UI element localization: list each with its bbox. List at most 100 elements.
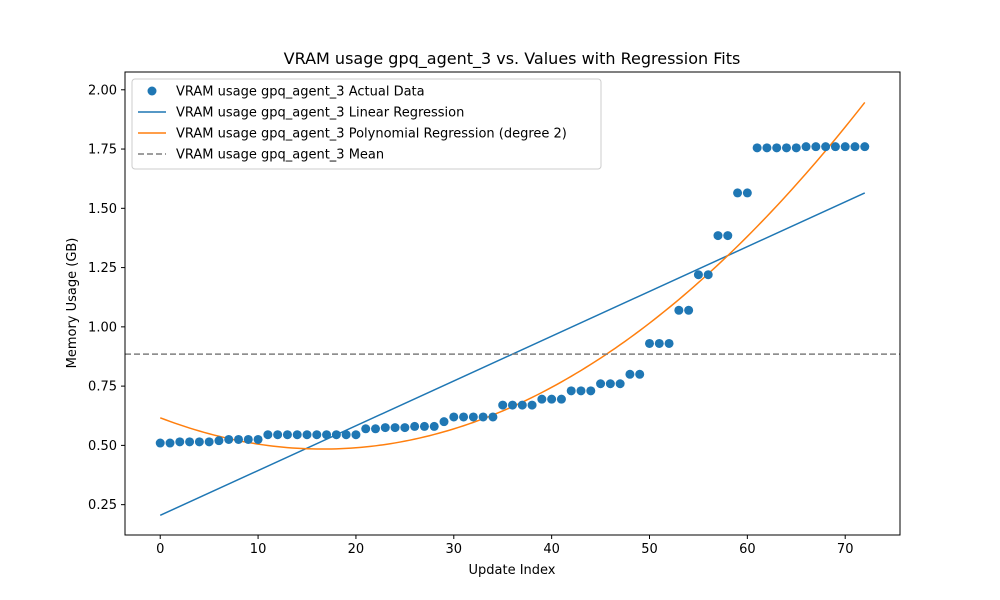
data-point bbox=[586, 386, 596, 396]
y-axis-label: Memory Usage (GB) bbox=[65, 238, 80, 369]
x-tick-label: 10 bbox=[250, 542, 267, 557]
data-point bbox=[322, 430, 332, 440]
data-point bbox=[615, 379, 625, 389]
x-tick-label: 70 bbox=[837, 542, 854, 557]
data-point bbox=[224, 434, 234, 444]
data-point bbox=[742, 188, 752, 198]
x-tick-label: 30 bbox=[446, 542, 463, 557]
data-point bbox=[772, 143, 782, 153]
data-point bbox=[762, 143, 772, 153]
legend-box bbox=[131, 78, 602, 170]
y-tick-label: 0.75 bbox=[88, 380, 117, 395]
data-point bbox=[331, 430, 341, 440]
y-tick-label: 1.50 bbox=[88, 202, 117, 217]
data-point bbox=[488, 412, 498, 422]
data-point bbox=[713, 231, 723, 241]
data-point bbox=[439, 417, 449, 427]
data-point bbox=[801, 142, 811, 152]
data-point bbox=[341, 430, 351, 440]
legend-label: VRAM usage gpq_agent_3 Polynomial Regres… bbox=[176, 127, 567, 142]
legend-marker-actual bbox=[147, 86, 157, 96]
data-point bbox=[449, 412, 459, 422]
data-point bbox=[234, 434, 244, 444]
data-point bbox=[410, 421, 420, 431]
data-point bbox=[165, 438, 175, 448]
data-point bbox=[508, 400, 517, 410]
data-point bbox=[351, 430, 361, 440]
data-point bbox=[390, 423, 400, 433]
y-tick-label: 0.25 bbox=[88, 498, 117, 513]
data-point bbox=[821, 142, 831, 152]
data-point bbox=[253, 434, 263, 444]
y-tick-label: 1.00 bbox=[88, 320, 117, 335]
x-tick-label: 0 bbox=[156, 542, 164, 557]
data-point bbox=[194, 437, 204, 447]
data-point bbox=[478, 412, 488, 422]
data-point bbox=[693, 270, 703, 280]
data-point bbox=[282, 430, 292, 440]
data-point bbox=[596, 379, 606, 389]
data-point bbox=[605, 379, 615, 389]
data-point bbox=[371, 424, 381, 434]
data-point bbox=[429, 421, 439, 431]
data-point bbox=[625, 369, 635, 379]
data-point bbox=[380, 423, 390, 433]
data-point bbox=[703, 270, 713, 280]
data-point bbox=[185, 437, 195, 447]
legend: VRAM usage gpq_agent_3 Actual Data VRAM u… bbox=[131, 78, 602, 170]
data-point bbox=[155, 438, 165, 448]
legend-label: VRAM usage gpq_agent_3 Mean bbox=[176, 148, 384, 163]
y-tick-label: 1.25 bbox=[88, 261, 117, 276]
data-point bbox=[860, 142, 870, 152]
data-point bbox=[674, 305, 684, 315]
data-point bbox=[400, 423, 410, 433]
data-point bbox=[459, 412, 469, 422]
data-point bbox=[204, 437, 214, 447]
x-tick-label: 20 bbox=[348, 542, 365, 557]
y-tick-label: 1.75 bbox=[88, 143, 117, 158]
x-tick-label: 60 bbox=[739, 542, 756, 557]
data-point bbox=[684, 305, 694, 315]
data-point bbox=[654, 338, 664, 348]
data-point bbox=[635, 369, 645, 379]
plot-frame bbox=[124, 71, 901, 536]
data-point bbox=[517, 400, 527, 410]
x-tick-label: 40 bbox=[543, 542, 560, 557]
data-point bbox=[312, 430, 322, 440]
data-point bbox=[263, 430, 273, 440]
chart-title: VRAM usage gpq_agent_3 vs. Values with R… bbox=[284, 49, 741, 69]
data-point bbox=[537, 394, 547, 404]
data-point bbox=[811, 142, 821, 152]
legend-label: VRAM usage gpq_agent_3 Linear Regression bbox=[176, 106, 464, 121]
y-tick-label: 0.50 bbox=[88, 439, 117, 454]
data-point bbox=[840, 142, 850, 152]
data-point bbox=[243, 434, 253, 444]
data-point bbox=[664, 338, 674, 348]
data-point bbox=[791, 143, 801, 153]
y-tick-label: 2.00 bbox=[88, 83, 117, 98]
data-point bbox=[214, 436, 224, 446]
plot-area bbox=[125, 101, 900, 517]
data-point bbox=[781, 143, 791, 153]
data-point bbox=[419, 421, 429, 431]
data-point bbox=[527, 400, 537, 410]
data-point bbox=[830, 142, 840, 152]
y-axis: 0.25 0.50 0.75 1.00 1.25 1.50 1.75 2.00 bbox=[88, 83, 125, 513]
data-point bbox=[547, 394, 557, 404]
data-point bbox=[498, 400, 508, 410]
data-point bbox=[644, 338, 654, 348]
data-point bbox=[566, 386, 576, 396]
data-point bbox=[723, 231, 733, 241]
data-point bbox=[556, 394, 566, 404]
data-point bbox=[302, 430, 312, 440]
data-point bbox=[752, 143, 762, 153]
data-point bbox=[468, 412, 478, 422]
data-point bbox=[175, 437, 185, 447]
x-axis: 0 10 20 30 40 50 60 70 bbox=[156, 535, 853, 557]
data-point bbox=[850, 142, 860, 152]
data-point bbox=[733, 188, 743, 198]
data-point bbox=[576, 386, 586, 396]
x-tick-label: 50 bbox=[641, 542, 658, 557]
x-axis-label: Update Index bbox=[468, 563, 555, 578]
